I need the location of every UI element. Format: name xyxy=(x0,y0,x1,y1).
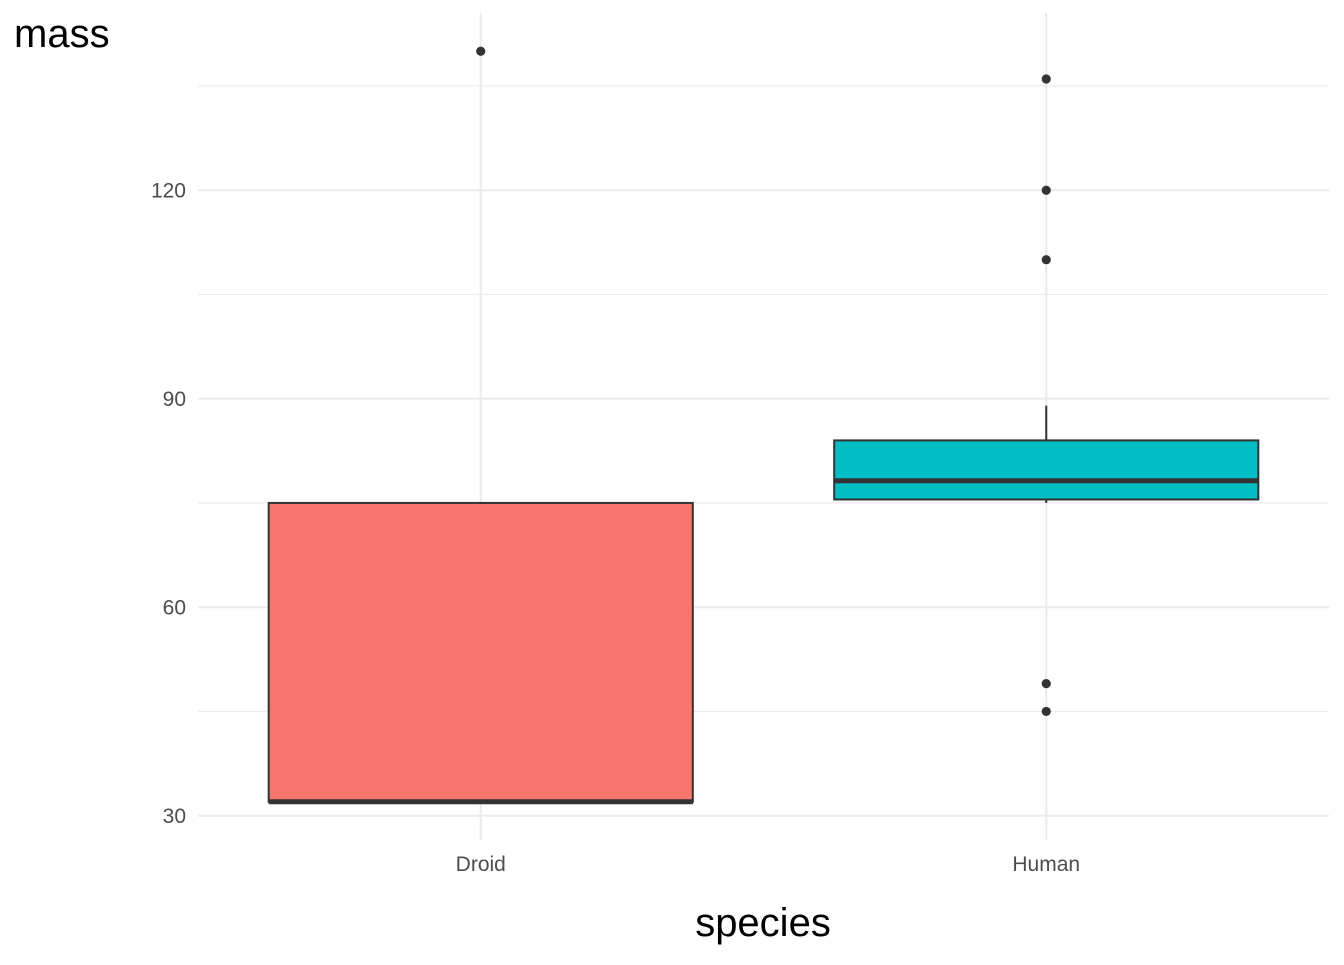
box-human xyxy=(833,439,1260,501)
outlier-point xyxy=(476,46,486,56)
box-droid xyxy=(267,501,694,803)
box-group-human xyxy=(833,74,1260,717)
y-tick-label: 90 xyxy=(163,388,186,411)
x-tick-label: Droid xyxy=(456,853,506,876)
outlier-point xyxy=(1041,74,1051,84)
y-tick-label: 60 xyxy=(163,597,186,620)
box-layer xyxy=(267,46,1260,805)
y-tick-label: 120 xyxy=(151,180,186,203)
outlier-point xyxy=(1041,255,1051,265)
x-axis-title: species xyxy=(695,901,831,945)
outlier-point xyxy=(1041,706,1051,717)
y-axis-title: mass xyxy=(14,12,110,56)
outlier-point xyxy=(1041,185,1051,195)
x-tick-label: Human xyxy=(1012,853,1080,876)
y-tick-label: 30 xyxy=(163,805,186,828)
box-group-droid xyxy=(267,46,694,805)
outlier-point xyxy=(1041,679,1051,689)
axis-layer: 30 60 90 120 Droid Human xyxy=(151,180,1080,876)
